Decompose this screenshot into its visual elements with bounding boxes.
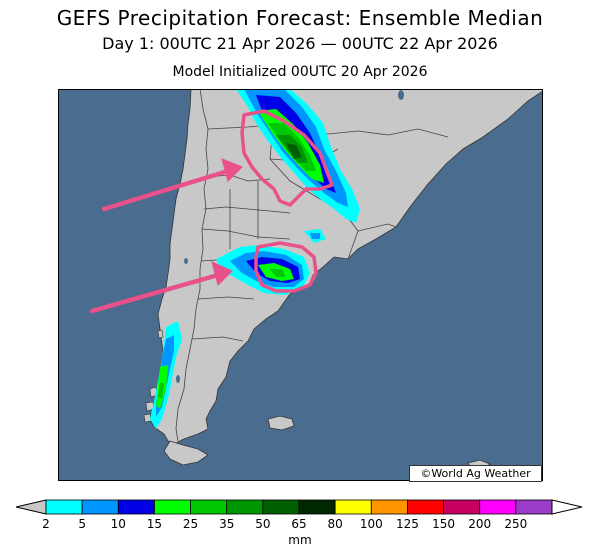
chile-islands [143, 329, 164, 423]
highlight-north [240, 109, 334, 207]
legend-tick-label: 50 [255, 517, 270, 531]
legend-tick-label: 5 [78, 517, 86, 531]
pointer-arrows [89, 158, 243, 314]
legend-swatch [45, 499, 83, 515]
legend-swatch [479, 499, 517, 515]
falkland-islands [267, 415, 295, 431]
legend-tick-label: 65 [291, 517, 306, 531]
valid-period: Day 1: 00UTC 21 Apr 2026 — 00UTC 22 Apr … [102, 34, 498, 53]
legend-swatch [515, 499, 553, 515]
legend-swatch [443, 499, 481, 515]
tierra-del-fuego [163, 440, 209, 466]
arrow-north [101, 168, 231, 212]
legend-tick-label: 200 [468, 517, 491, 531]
legend-unit: mm [288, 533, 311, 547]
legend-tick-label: 150 [432, 517, 455, 531]
map-title: GEFS Precipitation Forecast: Ensemble Me… [56, 6, 544, 30]
legend-tick-label: 100 [360, 517, 383, 531]
highlight-south [254, 241, 318, 293]
legend-over-arrow [551, 499, 583, 515]
legend-swatch [190, 499, 228, 515]
legend-swatch [298, 499, 336, 515]
legend-tick-label: 2 [42, 517, 50, 531]
legend-swatch [334, 499, 372, 515]
legend-under-arrow [15, 499, 47, 515]
lakes [176, 90, 404, 383]
precip-patagonia [150, 321, 182, 429]
legend-tick-label: 35 [219, 517, 234, 531]
precip-south [216, 245, 310, 295]
highlight-outlines [240, 109, 334, 293]
arrow-south [89, 272, 221, 314]
legend-tick-label: 10 [111, 517, 126, 531]
precipitation-map [58, 89, 543, 481]
legend-tick-label: 125 [396, 517, 419, 531]
legend-swatch [370, 499, 408, 515]
legend-tick-label: 250 [504, 517, 527, 531]
legend-swatch [117, 499, 155, 515]
legend-swatch [154, 499, 191, 515]
legend-swatch [226, 499, 264, 515]
political-borders [175, 89, 449, 442]
legend-swatch [262, 499, 300, 515]
precip-north [236, 89, 360, 243]
legend-tick-label: 15 [147, 517, 162, 531]
legend-tick-label: 80 [328, 517, 343, 531]
legend-swatch [407, 499, 444, 515]
legend-swatch [81, 499, 119, 515]
model-init: Model Initialized 00UTC 20 Apr 2026 [172, 64, 428, 80]
south-america-land [150, 89, 543, 445]
copyright-credit: ©World Ag Weather [409, 465, 542, 482]
legend-tick-label: 25 [183, 517, 198, 531]
